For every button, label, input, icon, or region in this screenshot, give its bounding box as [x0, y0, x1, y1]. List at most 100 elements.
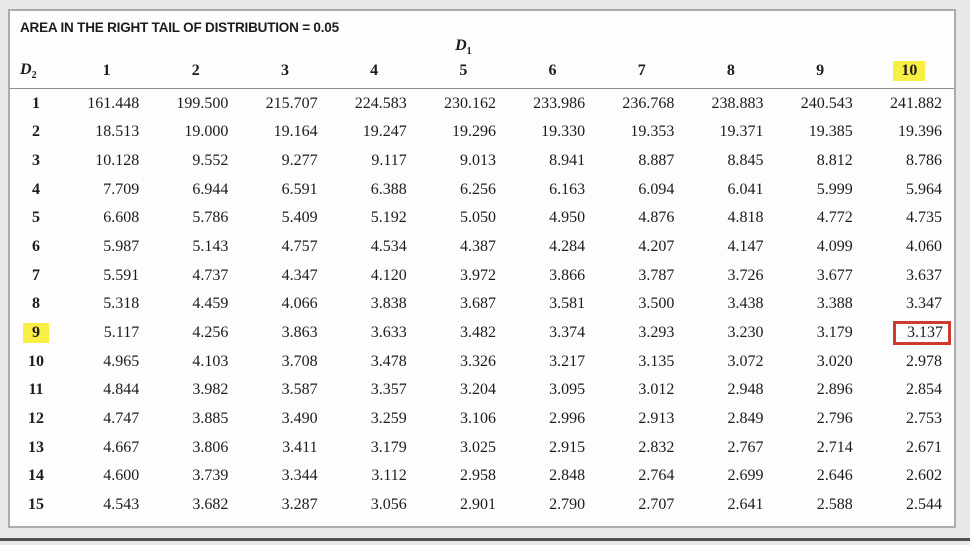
cell-value: 2.753 — [906, 410, 942, 428]
cell-r9-c6: 3.374 — [508, 319, 597, 348]
boxed-cell-value: 3.137 — [893, 321, 951, 346]
cell-value: 236.768 — [622, 94, 675, 112]
row-header-label: 8 — [32, 295, 40, 313]
col-header-label: 5 — [459, 62, 468, 80]
cell-value: 4.772 — [816, 209, 853, 227]
cell-r8-c1: 5.318 — [62, 290, 151, 319]
cell-r8-c6: 3.581 — [508, 290, 597, 319]
col-header-5: 5 — [418, 57, 508, 90]
cell-r14-c10: 2.602 — [865, 462, 954, 491]
cell-value: 5.786 — [192, 209, 229, 227]
cell-r15-c6: 2.790 — [508, 491, 597, 520]
cell-r4-c8: 6.041 — [686, 175, 775, 204]
cell-value: 9.117 — [371, 151, 407, 169]
cell-r12-c2: 3.885 — [151, 405, 240, 434]
cell-value: 4.876 — [638, 209, 675, 227]
cell-r14-c5: 2.958 — [419, 462, 508, 491]
cell-value: 230.162 — [443, 94, 496, 112]
cell-value: 4.600 — [103, 467, 140, 485]
cell-value: 4.103 — [192, 352, 229, 370]
group-header-row: D1 — [10, 37, 954, 57]
cell-r13-c7: 2.832 — [597, 433, 686, 462]
cell-value: 3.863 — [281, 324, 318, 342]
cell-r10-c5: 3.326 — [419, 347, 508, 376]
cell-value: 10.128 — [95, 151, 140, 169]
cell-r2-c1: 18.513 — [62, 118, 151, 147]
cell-value: 4.207 — [638, 237, 675, 255]
col-header-label: 9 — [816, 62, 825, 80]
column-header-row: D2 1 2 3 4 5 6 7 8 9 10 — [10, 57, 954, 90]
row-header-10: 10 — [10, 347, 62, 376]
cell-r6-c7: 4.207 — [597, 233, 686, 262]
d2-subscript: 2 — [31, 70, 37, 82]
cell-value: 3.838 — [370, 295, 407, 313]
cell-value: 4.735 — [906, 209, 942, 227]
cell-r1-c9: 240.543 — [776, 89, 865, 118]
cell-r14-c7: 2.764 — [597, 462, 686, 491]
row-header-label: 13 — [28, 438, 44, 456]
cell-value: 3.112 — [371, 467, 407, 485]
cell-r3-c2: 9.552 — [151, 147, 240, 176]
cell-r8-c10: 3.347 — [865, 290, 954, 319]
cell-r11-c7: 3.012 — [597, 376, 686, 405]
cell-r13-c9: 2.714 — [776, 433, 865, 462]
cell-value: 18.513 — [95, 123, 140, 141]
cell-value: 3.179 — [816, 324, 853, 342]
cell-r9-c2: 4.256 — [151, 319, 240, 348]
cell-r10-c8: 3.072 — [686, 347, 775, 376]
row-header-label: 11 — [28, 381, 44, 399]
cell-r5-c4: 5.192 — [330, 204, 419, 233]
cell-r11-c9: 2.896 — [776, 376, 865, 405]
cell-r2-c7: 19.353 — [597, 118, 686, 147]
cell-r2-c5: 19.296 — [419, 118, 508, 147]
cell-r7-c8: 3.726 — [686, 261, 775, 290]
cell-r14-c6: 2.848 — [508, 462, 597, 491]
cell-r5-c5: 5.050 — [419, 204, 508, 233]
cell-value: 3.374 — [549, 324, 586, 342]
cell-value: 4.147 — [727, 237, 764, 255]
row-header-9: 9 — [10, 319, 62, 348]
cell-value: 7.709 — [103, 180, 140, 198]
table-row: 15 4.543 3.682 3.287 3.056 2.901 2.790 2.707 2.6… — [10, 491, 954, 520]
cell-r15-c5: 2.901 — [419, 491, 508, 520]
cell-value: 2.790 — [549, 496, 586, 514]
row-header-label: 12 — [28, 410, 44, 428]
cell-r2-c3: 19.164 — [240, 118, 329, 147]
cell-r7-c6: 3.866 — [508, 261, 597, 290]
cell-r4-c6: 6.163 — [508, 175, 597, 204]
cell-value: 5.987 — [103, 237, 140, 255]
cell-value: 2.848 — [549, 467, 586, 485]
cell-value: 2.849 — [727, 410, 764, 428]
cell-r9-c7: 3.293 — [597, 319, 686, 348]
cell-r7-c7: 3.787 — [597, 261, 686, 290]
cell-value: 3.682 — [192, 496, 229, 514]
cell-value: 19.396 — [898, 123, 942, 141]
cell-value: 2.671 — [906, 438, 942, 456]
cell-value: 3.388 — [816, 295, 853, 313]
col-header-label: 6 — [548, 62, 557, 80]
cell-value: 3.972 — [459, 266, 496, 284]
cell-r7-c2: 4.737 — [151, 261, 240, 290]
cell-r6-c10: 4.060 — [865, 233, 954, 262]
cell-value: 2.767 — [727, 438, 764, 456]
cell-r3-c5: 9.013 — [419, 147, 508, 176]
cell-r10-c7: 3.135 — [597, 347, 686, 376]
cell-r14-c8: 2.699 — [686, 462, 775, 491]
cell-value: 5.999 — [816, 180, 853, 198]
cell-r11-c4: 3.357 — [330, 376, 419, 405]
cell-value: 3.490 — [281, 410, 318, 428]
cell-value: 2.602 — [906, 467, 942, 485]
cell-r12-c7: 2.913 — [597, 405, 686, 434]
cell-r10-c3: 3.708 — [240, 347, 329, 376]
cell-value: 4.060 — [906, 237, 942, 255]
cell-r1-c6: 233.986 — [508, 89, 597, 118]
cell-value: 2.588 — [816, 496, 853, 514]
table-row: 2 18.513 19.000 19.164 19.247 19.296 19.330 19.… — [10, 118, 954, 147]
cell-r3-c6: 8.941 — [508, 147, 597, 176]
cell-r3-c10: 8.786 — [865, 147, 954, 176]
cell-value: 3.293 — [638, 324, 675, 342]
cell-r7-c4: 4.120 — [330, 261, 419, 290]
cell-value: 3.478 — [370, 352, 407, 370]
cell-value: 3.204 — [459, 381, 496, 399]
